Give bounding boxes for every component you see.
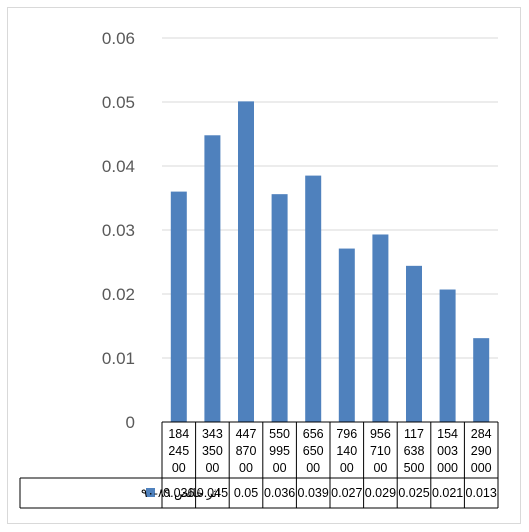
bar [439, 289, 456, 422]
bar [305, 175, 322, 422]
x-category-label: 154 [437, 427, 458, 441]
x-category-label: 00 [373, 461, 387, 475]
x-category-label: 117 [404, 427, 424, 441]
y-tick-label: 0.04 [102, 157, 135, 176]
x-category-label: 447 [236, 427, 257, 441]
y-tick-label: 0.03 [102, 221, 135, 240]
legend-swatch [146, 488, 155, 497]
bar [204, 135, 221, 422]
bar [473, 338, 490, 422]
x-category-label: 956 [370, 427, 391, 441]
x-category-label: 00 [273, 461, 287, 475]
x-category-label: 796 [336, 427, 357, 441]
y-tick-label: 0 [126, 413, 135, 432]
data-value-label: 0.05 [234, 486, 258, 500]
x-category-label: 870 [236, 444, 257, 458]
x-category-label: 343 [202, 427, 223, 441]
x-category-label: 710 [370, 444, 391, 458]
bar [372, 234, 389, 422]
legend-label: اثر خالص ۸۹-۹۰ [141, 486, 220, 501]
chart-frame [7, 7, 521, 524]
legend: اثر خالص ۸۹-۹۰ [141, 486, 220, 501]
data-value-label: 0.029 [365, 486, 396, 500]
x-category-label: 140 [336, 444, 357, 458]
y-axis: 0 0.01 0.02 0.03 0.04 0.05 0.06 [102, 29, 135, 432]
x-category-label: 550 [269, 427, 290, 441]
bar [406, 265, 422, 422]
x-category-label: 650 [303, 444, 324, 458]
data-value-label: 0.027 [331, 486, 362, 500]
bar [238, 101, 254, 423]
data-value-label: 0.013 [466, 486, 497, 500]
x-category-label: 995 [269, 444, 290, 458]
x-category-label: 500 [404, 461, 425, 475]
data-value-label: 0.045 [197, 486, 228, 500]
y-tick-label: 0.05 [102, 93, 135, 112]
bar [271, 194, 288, 422]
x-category-label: 184 [168, 427, 189, 441]
x-category-label: 00 [340, 461, 354, 475]
data-value-label: 0.036 [264, 486, 295, 500]
data-value-label: 0.039 [298, 486, 329, 500]
y-tick-label: 0.01 [102, 349, 135, 368]
x-category-label: 000 [471, 461, 492, 475]
x-category-label: 00 [205, 461, 219, 475]
data-value-label: 0.021 [432, 486, 463, 500]
bar [338, 248, 355, 422]
x-category-label: 00 [239, 461, 253, 475]
bars [170, 101, 490, 423]
x-category-label: 638 [404, 444, 425, 458]
y-tick-label: 0.06 [102, 29, 135, 48]
data-table: 184 245 00 343 350 00 447 870 00 550 995 00 656 650 00… [19, 421, 499, 509]
data-value-label: 0.036 [163, 486, 194, 500]
x-category-label: 350 [202, 444, 223, 458]
x-category-label: 245 [168, 444, 189, 458]
data-value-label: 0.025 [398, 486, 429, 500]
y-tick-label: 0.02 [102, 285, 135, 304]
x-category-label: 00 [306, 461, 320, 475]
x-category-label: 003 [437, 444, 458, 458]
x-category-label: 290 [471, 444, 492, 458]
x-category-label: 656 [303, 427, 324, 441]
x-category-label: 000 [437, 461, 458, 475]
x-category-label: 00 [172, 461, 186, 475]
x-category-label: 284 [471, 427, 492, 441]
bar [170, 191, 187, 422]
